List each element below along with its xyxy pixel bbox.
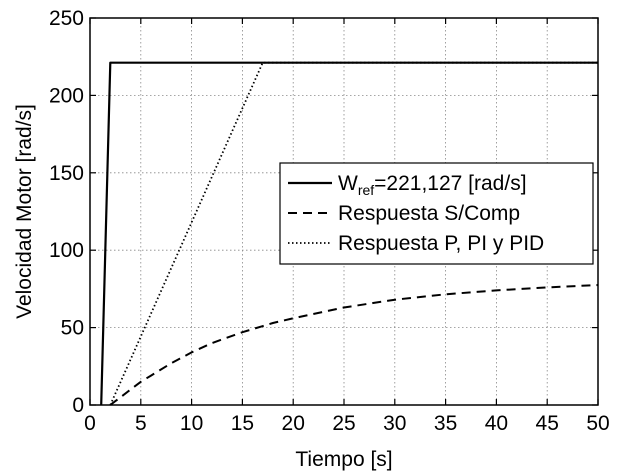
x-tick-label: 30 [383,412,406,435]
legend: Wref=221,127 [rad/s]Respuesta S/CompResp… [280,163,593,264]
y-axis-label: Velocidad Motor [rad/s] [13,104,36,319]
x-tick-label: 25 [332,412,355,435]
x-tick-label: 0 [84,412,96,435]
y-tick-label: 250 [49,7,84,30]
x-tick-label: 40 [485,412,508,435]
x-tick-label: 15 [231,412,254,435]
legend-label-3: Respuesta P, PI y PID [338,232,544,255]
x-tick-label: 45 [536,412,559,435]
legend-label-2: Respuesta S/Comp [338,202,520,225]
y-tick-label: 150 [49,162,84,185]
x-tick-label: 20 [282,412,305,435]
x-axis-label: Tiempo [s] [295,448,392,471]
x-tick-label: 5 [135,412,147,435]
series-line-2 [110,285,598,405]
y-tick-label: 0 [72,394,84,417]
y-tick-label: 100 [49,239,84,262]
y-tick-label: 50 [61,317,84,340]
x-tick-label: 35 [434,412,457,435]
y-tick-label: 200 [49,84,84,107]
x-tick-label: 10 [180,412,203,435]
x-tick-label: 50 [586,412,609,435]
